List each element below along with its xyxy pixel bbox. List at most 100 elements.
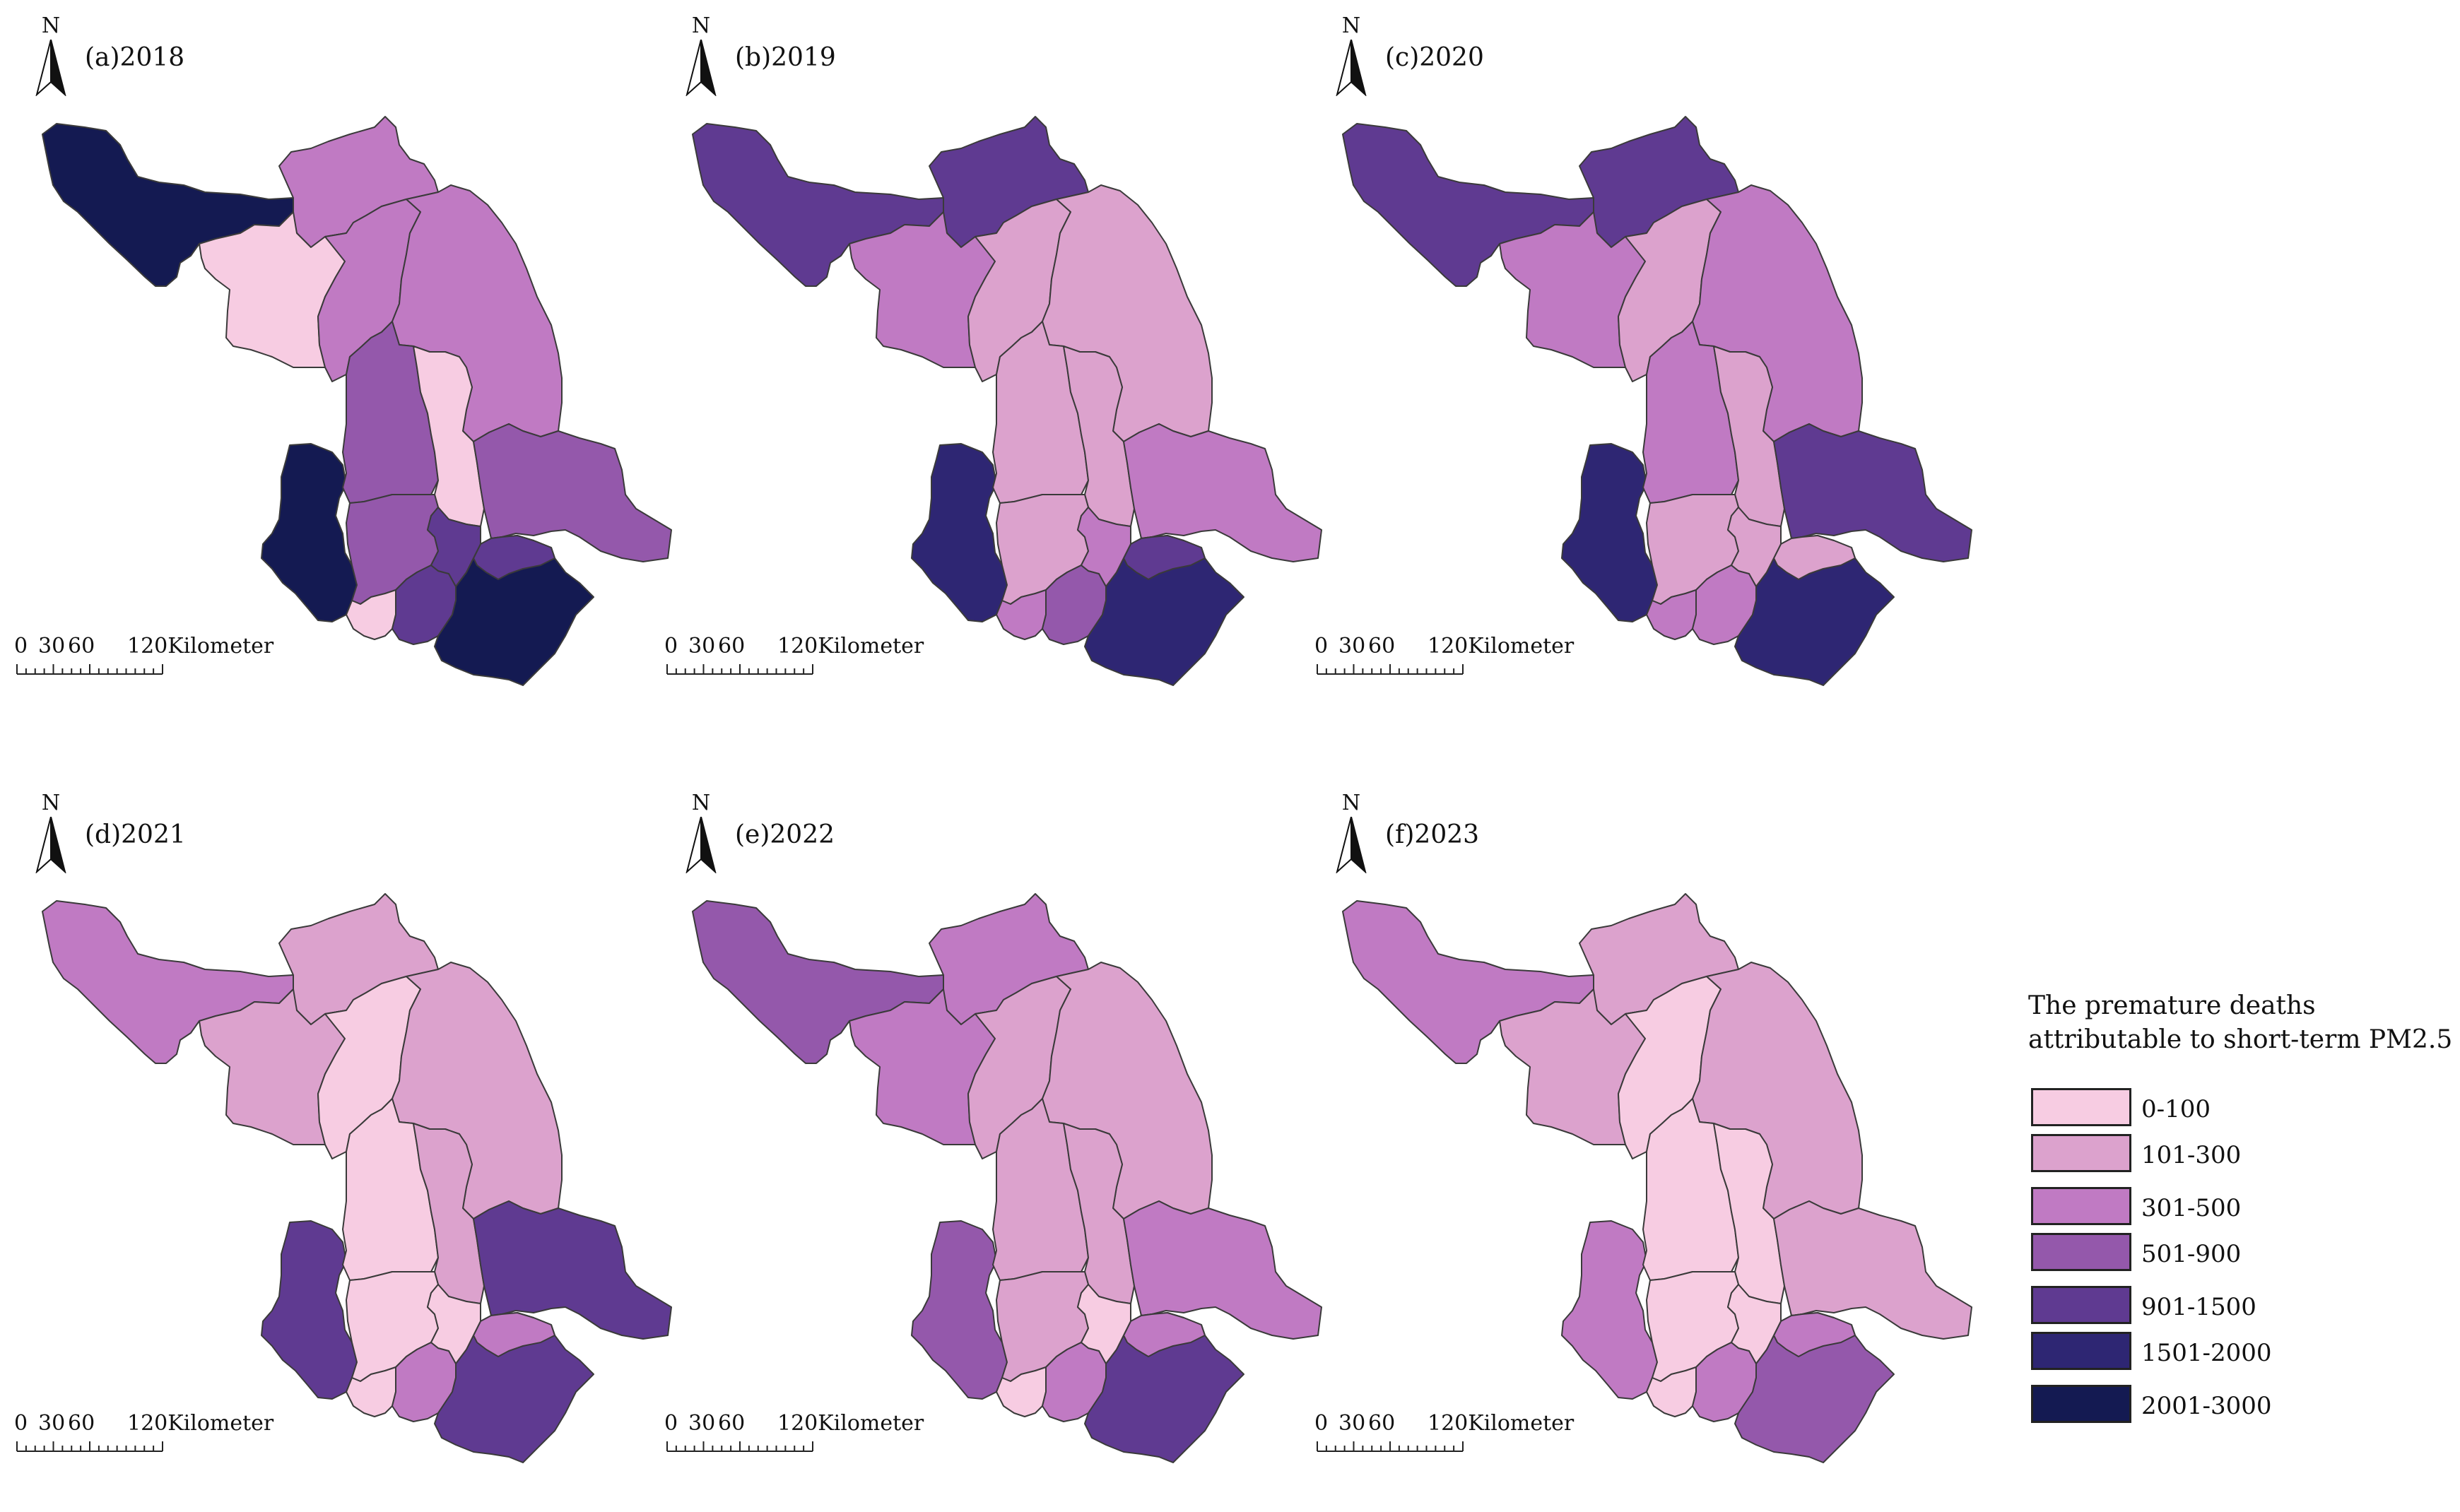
map-panel-6: N (f)2023 0 30 60 120Kilometer — [1314, 777, 2021, 1512]
north-letter: N — [41, 13, 61, 38]
north-letter: N — [41, 791, 61, 815]
scale-bar: 0 30 60 120Kilometer — [14, 1412, 353, 1468]
legend-swatch — [2031, 1233, 2131, 1271]
legend-item: 2001-3000 — [2031, 1385, 2455, 1427]
legend-label: 2001-3000 — [2141, 1392, 2272, 1420]
choropleth-map — [692, 893, 1322, 1463]
north-letter: N — [1341, 791, 1361, 815]
map-panel-4: N (d)2021 0 30 60 120Kilometer — [14, 777, 721, 1512]
region-s2 — [1727, 1284, 1782, 1364]
north-letter: N — [691, 791, 711, 815]
scale-label: 60 — [1368, 1411, 1396, 1436]
legend-swatch — [2031, 1088, 2131, 1126]
map-panel-5: N (e)2022 0 30 60 120Kilometer — [664, 777, 1371, 1512]
legend-swatch — [2031, 1385, 2131, 1423]
region-s2 — [427, 1284, 481, 1364]
region-s1 — [1123, 535, 1206, 580]
region-s1 — [473, 535, 555, 580]
scale-label: 0 — [664, 1411, 678, 1436]
scale-label: 60 — [718, 1411, 746, 1436]
map-panel-3: N (c)2020 0 30 60 120Kilometer — [1314, 0, 2021, 735]
north-arrow-icon: N — [30, 16, 72, 97]
scale-bar: 0 30 60 120Kilometer — [1314, 634, 1654, 691]
region-s2 — [1077, 1284, 1131, 1364]
region-tz — [1063, 1123, 1135, 1304]
region-s1 — [1123, 1312, 1206, 1357]
scale-label: 30 — [1338, 634, 1366, 658]
panel-title: (a)2018 — [85, 43, 185, 72]
north-letter: N — [1341, 13, 1361, 38]
choropleth-map — [692, 116, 1322, 686]
panel-title: (f)2023 — [1385, 820, 1480, 849]
legend-title-line1: The premature deaths — [2028, 991, 2316, 1020]
map-panel-1: N (a)2018 0 30 60 120Kilometer — [14, 0, 721, 735]
choropleth-map — [1342, 893, 1972, 1463]
legend-label: 1501-2000 — [2141, 1339, 2272, 1367]
scale-label: 120Kilometer — [127, 1411, 274, 1436]
scale-label: 60 — [68, 1411, 95, 1436]
legend-swatch — [2031, 1332, 2131, 1370]
scale-label: 120Kilometer — [777, 634, 924, 658]
north-arrow-icon: N — [30, 793, 72, 874]
scale-label: 0 — [1314, 1411, 1329, 1436]
region-s2 — [427, 507, 481, 587]
choropleth-map — [42, 893, 672, 1463]
legend-swatch — [2031, 1187, 2131, 1225]
north-arrow-icon: N — [1330, 793, 1372, 874]
scale-label: 30 — [1338, 1411, 1366, 1436]
legend-item: 301-500 — [2031, 1187, 2455, 1229]
region-tz — [1713, 345, 1785, 527]
region-nj — [911, 443, 1008, 622]
legend-label: 101-300 — [2141, 1141, 2242, 1169]
panel-title: (b)2019 — [735, 43, 836, 72]
scale-label: 60 — [68, 634, 95, 658]
legend-swatch — [2031, 1134, 2131, 1172]
legend-item: 501-900 — [2031, 1233, 2455, 1275]
north-letter: N — [691, 13, 711, 38]
legend-label: 501-900 — [2141, 1240, 2242, 1268]
legend-label: 901-1500 — [2141, 1293, 2256, 1321]
scale-bar: 0 30 60 120Kilometer — [1314, 1412, 1654, 1468]
region-tz — [413, 345, 485, 527]
region-nj — [1561, 443, 1658, 622]
north-arrow-icon: N — [1330, 16, 1372, 97]
scale-bar: 0 30 60 120Kilometer — [664, 634, 1004, 691]
scale-label: 120Kilometer — [1428, 634, 1575, 658]
scale-label: 30 — [38, 1411, 66, 1436]
region-tz — [1713, 1123, 1785, 1304]
scale-label: 120Kilometer — [777, 1411, 924, 1436]
region-nj — [911, 1220, 1008, 1400]
scale-label: 30 — [38, 634, 66, 658]
legend-item: 1501-2000 — [2031, 1332, 2455, 1374]
scale-label: 30 — [688, 634, 716, 658]
region-s2 — [1077, 507, 1131, 587]
scale-label: 120Kilometer — [127, 634, 274, 658]
scale-label: 60 — [1368, 634, 1396, 658]
map-panel-2: N (b)2019 0 30 60 120Kilometer — [664, 0, 1371, 735]
legend-title: The premature deaths attributable to sho… — [2028, 989, 2452, 1057]
scale-label: 120Kilometer — [1428, 1411, 1575, 1436]
legend-label: 0-100 — [2141, 1095, 2211, 1123]
legend-item: 901-1500 — [2031, 1286, 2455, 1328]
legend-swatch — [2031, 1286, 2131, 1324]
scale-bar: 0 30 60 120Kilometer — [14, 634, 353, 691]
region-s1 — [1773, 1312, 1856, 1357]
choropleth-map — [1342, 116, 1972, 686]
region-s1 — [473, 1312, 555, 1357]
scale-label: 0 — [14, 634, 28, 658]
legend-label: 301-500 — [2141, 1194, 2242, 1222]
north-arrow-icon: N — [680, 793, 722, 874]
scale-label: 0 — [1314, 634, 1329, 658]
legend-item: 0-100 — [2031, 1088, 2455, 1130]
legend-title-line2: attributable to short-term PM2.5 — [2028, 1025, 2453, 1054]
scale-bar: 0 30 60 120Kilometer — [664, 1412, 1004, 1468]
scale-label: 30 — [688, 1411, 716, 1436]
region-tz — [1063, 345, 1135, 527]
region-nj — [261, 1220, 358, 1400]
region-s1 — [1773, 535, 1856, 580]
scale-label: 0 — [14, 1411, 28, 1436]
region-tz — [413, 1123, 485, 1304]
scale-label: 0 — [664, 634, 678, 658]
legend-item: 101-300 — [2031, 1134, 2455, 1176]
region-s2 — [1727, 507, 1782, 587]
